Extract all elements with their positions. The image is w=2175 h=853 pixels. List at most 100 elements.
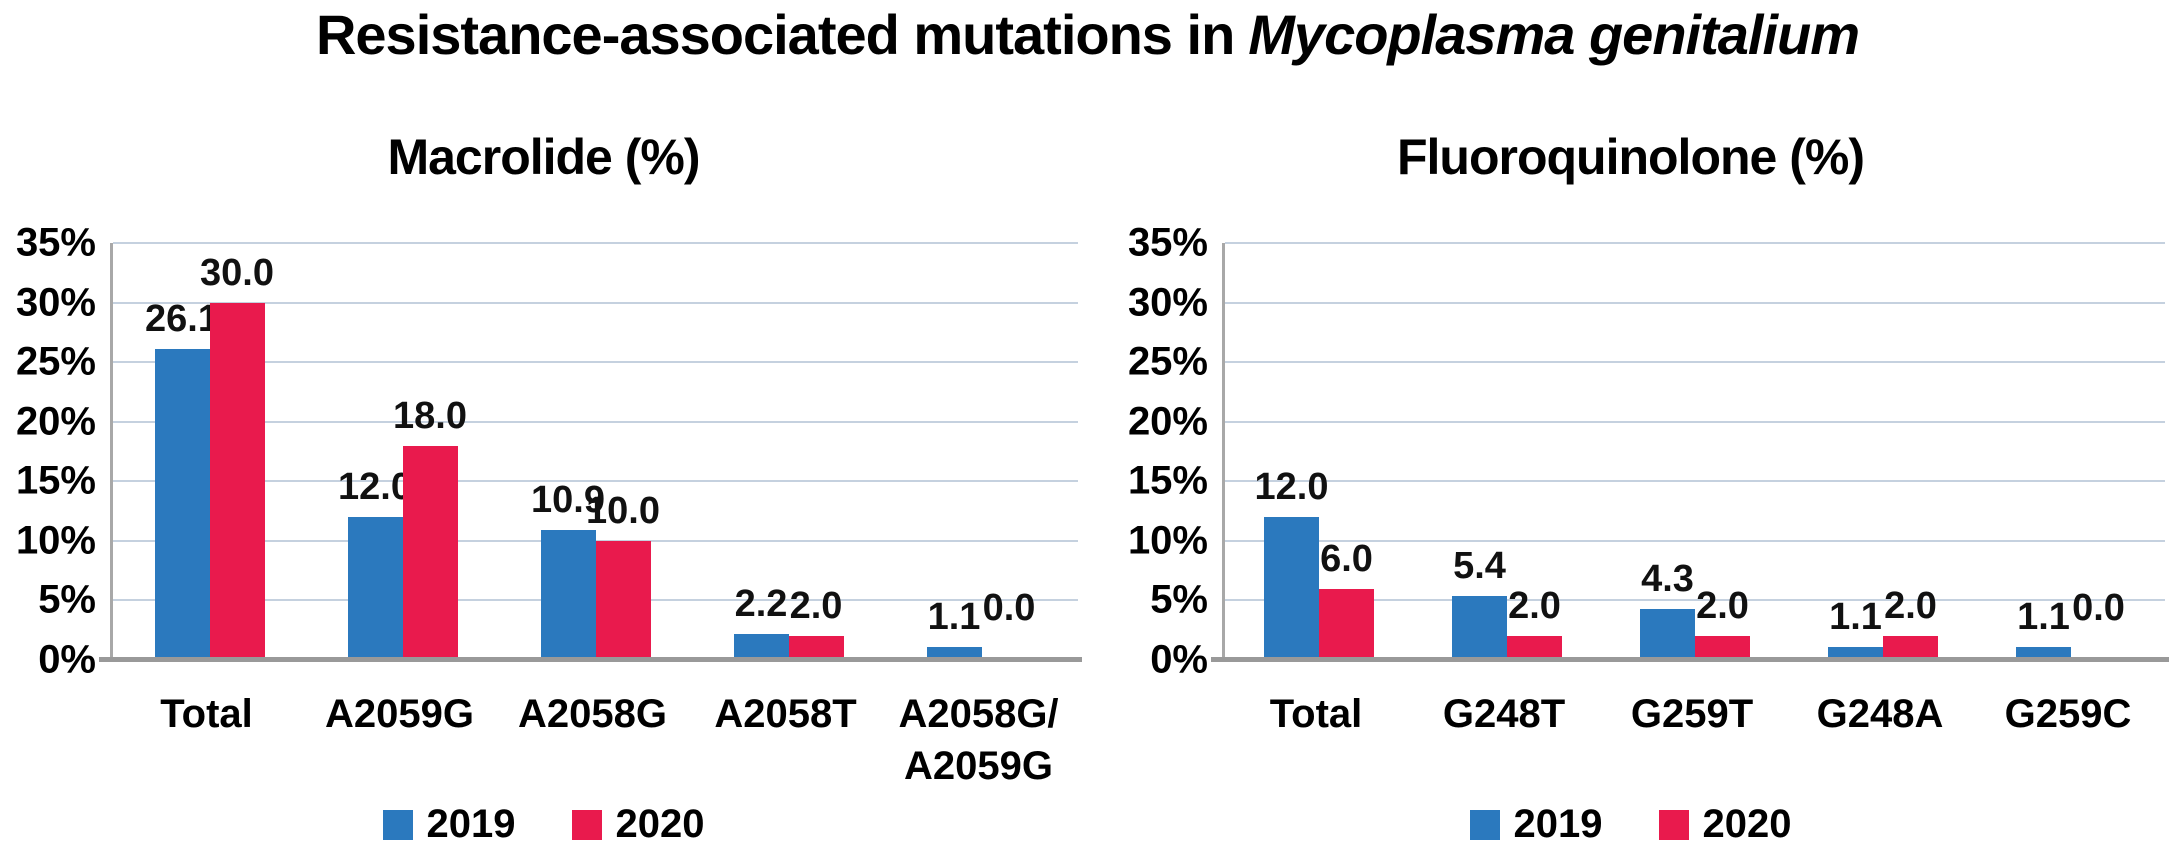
bar-2019 [1452,595,1507,660]
gridline-15 [113,480,1078,483]
bar-2019 [1264,517,1319,660]
x-category-label: G259T [1630,692,1754,736]
gridline-10 [1225,539,2165,542]
x-category-label: Total [1269,692,1363,736]
legend-item-2019: 2019 [382,802,516,847]
gridline-20 [113,420,1078,423]
bar-2020 [1319,588,1374,660]
bar-2019 [540,530,596,660]
bar-2019 [733,633,789,660]
bar-value-label: 2.0 [1884,585,1937,628]
y-axis-label: 15% [15,458,96,503]
y-axis: 0% 5% 10% 15% 20% 25% 30% 35% [1087,221,1208,682]
bar-value-label: 30.0 [200,251,274,294]
x-category-label: G259C [2004,692,2132,736]
bar-2019 [2016,646,2071,660]
legend-label: 2019 [1513,802,1603,846]
bar-value-label: 10.9 [531,479,605,522]
bar-value-label: 5.4 [1453,544,1506,587]
bar-value-label: 12.0 [1254,466,1329,509]
bar-value-label: 12.0 [338,466,412,509]
legend-label: 2020 [1702,802,1792,846]
figure-title-species-italic: Mycoplasma genitalium [1248,3,1860,66]
y-axis-label: 0% [1150,637,1208,682]
x-category-label: A2058T [714,692,857,736]
x-axis-line [99,657,1082,662]
bar-value-label: 1.1 [2017,595,2070,638]
legend-swatch-2020 [1658,809,1689,840]
legend-item-2020: 2020 [571,802,705,847]
gridline-30 [113,301,1078,304]
bar-value-label: 10.0 [586,489,660,532]
y-axis-label: 0% [38,637,96,682]
bar-value-label: 2.0 [789,585,843,628]
gridline-25 [113,361,1078,364]
chart-title: Fluoroquinolone (%) [1396,129,1865,185]
figure-title-regular: Resistance-associated mutations in [315,3,1235,66]
bar-2019 [926,646,982,660]
chart-fluoroquinolone: Fluoroquinolone (%) 0% 5% 10% 15% 20% 25% 30% 3… [1087,100,2174,853]
gridline-35 [1225,242,2165,244]
y-axis-label: 10% [1127,518,1208,563]
legend-item-2020: 2020 [1658,802,1792,847]
x-category-label: G248A [1816,692,1944,736]
bar-2019 [1640,608,1695,660]
bar-value-label: 1.1 [1829,595,1882,638]
y-axis-label: 5% [38,577,96,622]
charts-row: Macrolide (%) 0% 5% 10% 15% 20% 25% 30% 35% 26.… [0,100,2175,853]
bar-value-label: 0.0 [982,587,1036,629]
legend-swatch-2019 [1469,809,1500,840]
legend-swatch-2019 [382,809,413,840]
y-axis-label: 20% [1127,399,1208,444]
y-axis-label: 35% [15,220,96,265]
gridline-5 [1225,599,2165,602]
y-axis-label: 35% [1127,220,1208,265]
bar-2020 [402,445,458,660]
legend: 2019 2020 [1087,802,2174,847]
bar-value-label: 1.1 [927,595,981,638]
gridline-30 [1225,301,2165,304]
x-category-label: A2059G [325,692,474,736]
bar-2020 [209,302,265,660]
y-axis-label: 30% [1127,280,1208,325]
bar-value-label: 2.0 [1508,585,1561,628]
bar-value-label: 6.0 [1320,537,1373,580]
legend-label: 2020 [615,802,705,846]
x-category-label: G248T [1442,692,1566,736]
bar-value-label: 18.0 [393,394,467,437]
legend-label: 2019 [426,802,516,846]
y-axis-label: 25% [1127,339,1208,384]
x-category-label: A2058G/ A2059G [898,692,1059,788]
plot-area: 26.1 12.0 10.9 2.2 1.1 30.0 18.0 10.0 2.0 0.0 [99,242,1082,662]
y-axis: 0% 5% 10% 15% 20% 25% 30% 35% [0,221,96,682]
legend: 2019 2020 [0,802,1087,847]
bar-value-label: 2.2 [734,582,788,625]
bar-value-label: 2.0 [1696,585,1749,628]
chart-title: Macrolide (%) [387,129,700,185]
x-category-label: Total [160,692,253,736]
x-axis-line [1211,657,2169,662]
bar-2020 [788,636,844,660]
bar-2020 [1507,636,1562,660]
y-axis-label: 20% [15,399,96,444]
bar-2019 [347,517,403,660]
bar-value-label: 0.0 [2072,587,2125,629]
legend-swatch-2020 [571,809,602,840]
gridline-25 [1225,361,2165,364]
y-axis-label: 10% [15,518,96,563]
plot-area: 12.0 5.4 4.3 1.1 1.1 6.0 2.0 2.0 2.0 0.0 [1211,242,2169,662]
bar-2020 [1695,636,1750,660]
bar-2020 [595,540,651,660]
gridline-20 [1225,420,2165,423]
legend-item-2019: 2019 [1469,802,1603,847]
gridline-15 [1225,480,2165,483]
x-category-label: A2058G [518,692,667,736]
gridline-10 [113,539,1078,542]
chart-macrolide: Macrolide (%) 0% 5% 10% 15% 20% 25% 30% 35% 26.… [0,100,1087,853]
y-axis-label: 15% [1127,458,1208,503]
bar-2019 [1828,646,1883,660]
bar-2020 [1883,636,1938,660]
figure-title: Resistance-associated mutations in Mycopl… [0,2,2175,67]
gridline-35 [113,242,1078,244]
bar-value-label: 4.3 [1641,557,1694,600]
